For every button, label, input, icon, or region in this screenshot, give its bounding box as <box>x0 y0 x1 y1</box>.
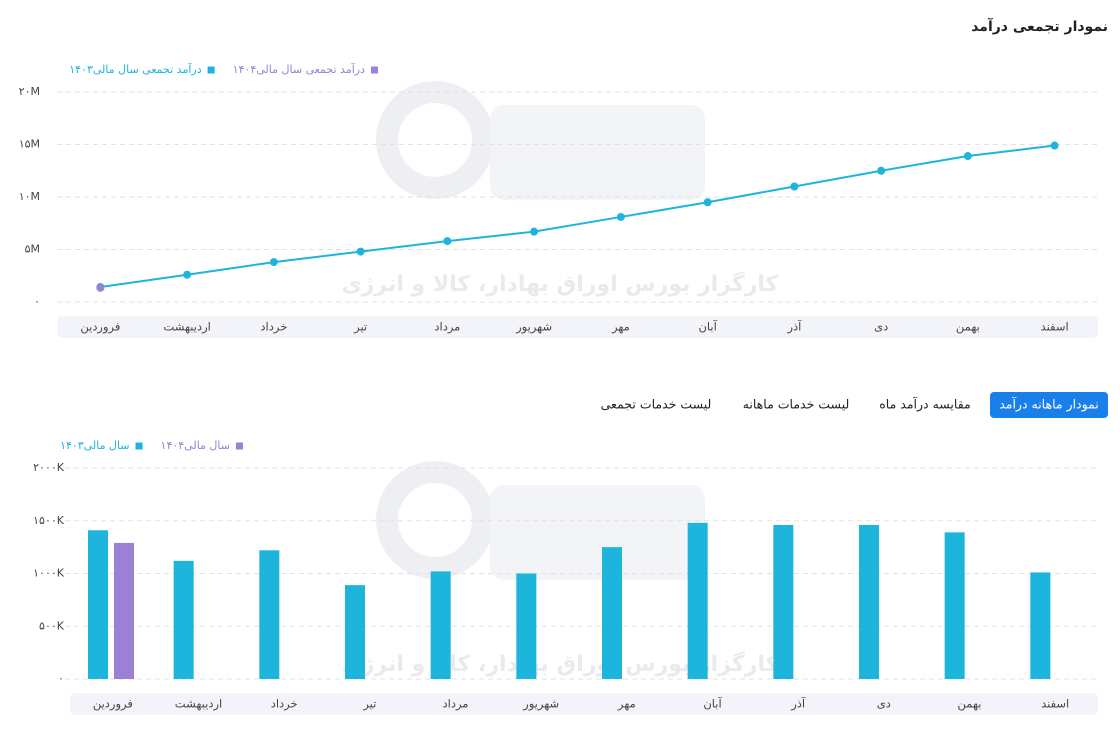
x-tick-label: شهریور <box>515 320 552 335</box>
tab[interactable]: لیست خدمات تجمعی <box>601 397 712 412</box>
y-tick-label: ۱۵M <box>19 138 40 151</box>
point <box>183 270 192 279</box>
point <box>269 258 278 267</box>
point <box>96 283 105 292</box>
legend-label: سال مالی۱۴۰۳ <box>60 439 129 452</box>
x-tick-label: تیر <box>362 697 376 712</box>
bar <box>1030 572 1051 679</box>
line <box>100 144 1055 288</box>
watermark-logo <box>376 81 494 199</box>
bar <box>430 571 451 679</box>
point <box>530 227 539 236</box>
x-tick-label: خرداد <box>271 697 298 712</box>
x-tick-label: تیر <box>353 320 367 335</box>
bar <box>173 560 194 679</box>
tab[interactable]: نمودار ماهانه درآمد <box>999 397 1099 413</box>
x-tick-label: مرداد <box>443 697 469 712</box>
x-tick-label: مهر <box>617 697 636 712</box>
point <box>790 182 799 191</box>
watermark-text: کارگزار بورس اوراق بهادار، کالا و انرژی <box>342 270 779 297</box>
bar <box>687 522 708 679</box>
chart-title: نمودار تجمعی درآمد <box>971 17 1108 35</box>
watermark-logo <box>490 105 705 200</box>
point <box>356 247 365 256</box>
x-tick-label: اردیبهشت <box>163 320 210 335</box>
category-strip <box>57 316 1098 338</box>
x-tick-label: آذر <box>786 320 802 335</box>
x-tick-label: دی <box>874 320 888 334</box>
y-tick-label: ۲۰M <box>19 85 40 98</box>
tab[interactable]: مقایسه درآمد ماه <box>879 397 971 413</box>
tab-active-bg[interactable] <box>990 392 1108 418</box>
legend-label: سال مالی۱۴۰۴ <box>161 439 230 452</box>
y-tick-label: ۵M <box>25 243 40 256</box>
point <box>963 152 972 161</box>
legend-label: درآمد تجمعی سال مالی۱۴۰۴ <box>233 62 365 76</box>
bar <box>859 524 879 679</box>
x-tick-label: دی <box>877 697 891 711</box>
legend-swatch <box>135 442 143 450</box>
point <box>877 166 886 175</box>
x-tick-label: اسفند <box>1041 697 1069 711</box>
tab[interactable]: لیست خدمات ماهانه <box>743 397 850 412</box>
legend-swatch <box>236 442 243 450</box>
x-tick-label: آبان <box>698 320 717 334</box>
watermark-logo <box>490 485 705 580</box>
legend-swatch <box>371 66 378 74</box>
bar <box>773 524 794 679</box>
x-tick-label: بهمن <box>958 697 982 712</box>
bar <box>345 585 365 679</box>
category-strip <box>70 693 1098 715</box>
point <box>703 198 712 207</box>
legend-label: درآمد تجمعی سال مالی۱۴۰۳ <box>69 62 201 76</box>
y-tick-label: ۱۵۰۰K <box>33 514 65 527</box>
legend-swatch <box>207 66 215 74</box>
y-tick-label: ۱۰M <box>19 190 40 203</box>
watermark-text: کارگزار بورس اوراق بهادار، کالا و انرژی <box>342 650 779 677</box>
x-tick-label: شهریور <box>522 697 559 712</box>
x-tick-label: خرداد <box>260 320 287 335</box>
point <box>616 212 625 221</box>
x-tick-label: آبان <box>703 697 722 711</box>
y-tick-label: ۰ <box>58 672 64 685</box>
x-tick-label: مهر <box>611 320 630 335</box>
bar <box>114 542 134 679</box>
bar <box>944 532 965 679</box>
point <box>443 237 452 246</box>
y-tick-label: ۰ <box>34 295 40 308</box>
bar <box>259 550 280 679</box>
x-tick-label: مرداد <box>434 320 460 335</box>
x-tick-label: فروردین <box>80 320 120 335</box>
x-tick-label: آذر <box>790 697 806 712</box>
y-tick-label: ۱۰۰۰K <box>33 567 65 580</box>
x-tick-label: اردیبهشت <box>175 697 222 712</box>
y-tick-label: ۲۰۰۰K <box>33 461 65 474</box>
bar <box>88 530 108 679</box>
bar <box>516 573 537 679</box>
x-tick-label: فروردین <box>93 697 133 712</box>
y-tick-label: ۵۰۰K <box>39 619 65 632</box>
bar <box>602 547 622 679</box>
watermark-logo <box>376 461 494 579</box>
x-tick-label: اسفند <box>1041 320 1069 334</box>
point <box>1050 141 1059 150</box>
x-tick-label: بهمن <box>956 320 980 335</box>
